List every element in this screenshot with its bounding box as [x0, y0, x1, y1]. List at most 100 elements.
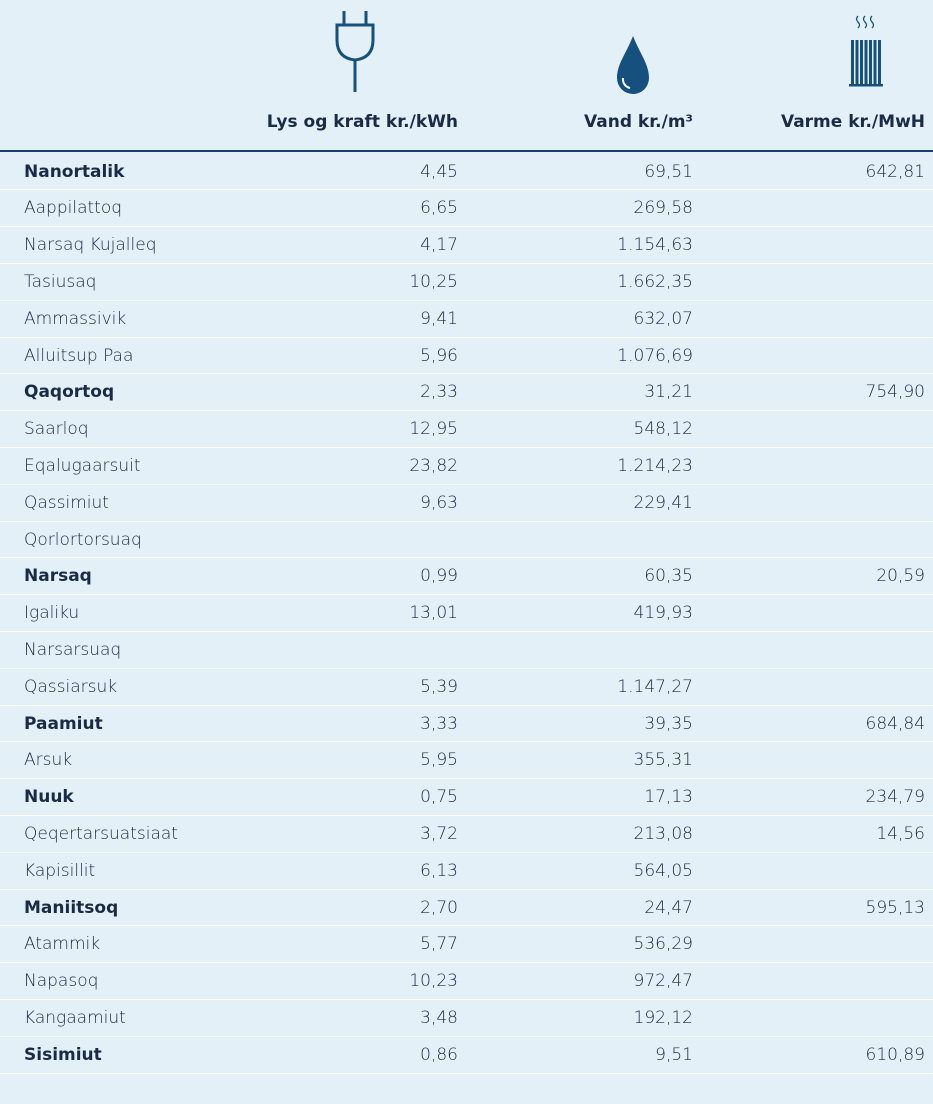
price-cell: 4,45: [420, 161, 458, 182]
place-name: Nanortalik: [24, 161, 125, 182]
table-row: Maniitsoq 2,70 24,47 595,13: [0, 890, 933, 927]
table-row: Qeqertarsuatsiaat 3,72 213,08 14,56: [0, 816, 933, 853]
header-rule: [0, 150, 933, 152]
table-row: Kangaamiut 3,48 192,12: [0, 1000, 933, 1037]
place-name: Qassimiut: [24, 492, 109, 513]
header-electricity: Lys og kraft kr./kWh: [266, 112, 458, 132]
price-cell: 6,65: [420, 198, 458, 219]
header-water: Vand kr./m³: [584, 112, 693, 132]
price-cell: 632,07: [633, 308, 693, 329]
price-cell: 3,33: [420, 713, 458, 734]
price-cell: 9,41: [420, 308, 458, 329]
price-cell: 1.214,23: [617, 456, 693, 476]
price-cell: 754,90: [865, 382, 925, 403]
price-cell: 69,51: [644, 161, 693, 182]
place-name: Tasiusaq: [24, 272, 97, 292]
table-row: Qorlortorsuaq: [0, 522, 933, 559]
price-cell: 355,31: [633, 750, 693, 771]
table-row: Narsaq Kujalleq 4,17 1.154,63: [0, 227, 933, 264]
place-name: Atammik: [24, 934, 101, 955]
price-cell: 229,41: [633, 492, 693, 513]
price-cell: 213,08: [633, 824, 693, 844]
price-cell: 20,59: [876, 566, 925, 587]
table-row: Napasoq 10,23 972,47: [0, 963, 933, 1000]
place-name: Arsuk: [24, 750, 73, 771]
table-row: Tasiusaq 10,25 1.662,35: [0, 264, 933, 301]
place-name: Sisimiut: [24, 1044, 102, 1065]
table-row: Kapisillit 6,13 564,05: [0, 853, 933, 890]
place-name: Narsarsuaq: [24, 640, 122, 660]
price-cell: 14,56: [876, 824, 925, 844]
price-cell: 31,21: [644, 382, 693, 403]
price-cell: 2,33: [420, 382, 458, 403]
place-name: Alluitsup Paa: [24, 345, 134, 366]
place-name: Paamiut: [24, 713, 103, 734]
table-row: Alluitsup Paa 5,96 1.076,69: [0, 338, 933, 375]
place-name: Eqalugaarsuit: [24, 456, 141, 476]
price-cell: 192,12: [633, 1008, 693, 1028]
price-cell: 1.147,27: [617, 676, 693, 697]
price-cell: 595,13: [865, 897, 925, 918]
table-row: Qaqortoq 2,33 31,21 754,90: [0, 374, 933, 412]
table-row: Qassiarsuk 5,39 1.147,27: [0, 669, 933, 706]
place-name: Qaqortoq: [24, 382, 115, 403]
table-row: Arsuk 5,95 355,31: [0, 742, 933, 780]
table-row: Igaliku 13,01 419,93: [0, 595, 933, 632]
price-cell: 13,01: [409, 603, 458, 624]
price-cell: 269,58: [633, 198, 693, 219]
header-heat: Varme kr./MwH: [780, 112, 925, 132]
price-cell: 0,99: [420, 566, 458, 587]
radiator-icon: [849, 15, 883, 87]
place-name: Qorlortorsuaq: [24, 529, 142, 550]
table-row: Qassimiut 9,63 229,41: [0, 485, 933, 522]
place-name: Maniitsoq: [24, 897, 119, 918]
table-row: Nuuk 0,75 17,13 234,79: [0, 779, 933, 816]
price-cell: 3,48: [420, 1008, 458, 1028]
price-cell: 5,95: [420, 750, 458, 771]
place-name: Narsaq Kujalleq: [24, 235, 157, 256]
table-row: Atammik 5,77 536,29: [0, 926, 933, 964]
price-cell: 23,82: [409, 456, 458, 476]
price-cell: 10,25: [409, 272, 458, 292]
price-cell: 1.076,69: [617, 345, 693, 366]
price-cell: 60,35: [644, 566, 693, 587]
price-cell: 548,12: [633, 419, 693, 440]
table-row: Nanortalik 4,45 69,51 642,81: [0, 154, 933, 191]
table-row: Eqalugaarsuit 23,82 1.214,23: [0, 448, 933, 485]
table-row: Narsarsuaq: [0, 632, 933, 669]
icons: [335, 11, 883, 94]
place-name: Aappilattoq: [24, 198, 123, 219]
price-cell: 419,93: [633, 603, 693, 624]
table-row: Narsaq 0,99 60,35 20,59: [0, 558, 933, 596]
place-name: Ammassivik: [24, 308, 127, 329]
price-cell: 684,84: [865, 713, 925, 734]
plug-icon: [335, 11, 375, 92]
price-cell: 0,75: [420, 787, 458, 808]
price-cell: 9,63: [420, 492, 458, 513]
place-name: Qeqertarsuatsiaat: [24, 824, 178, 844]
price-cell: 10,23: [409, 971, 458, 992]
place-name: Kangaamiut: [24, 1008, 126, 1028]
price-cell: 9,51: [655, 1044, 693, 1065]
price-cell: 972,47: [633, 971, 693, 992]
table-row: Ammassivik 9,41 632,07: [0, 301, 933, 338]
price-cell: 1.154,63: [617, 235, 693, 256]
place-name: Igaliku: [24, 603, 80, 624]
price-cell: 24,47: [644, 897, 693, 918]
drop-icon: [617, 36, 649, 94]
price-cell: 642,81: [865, 161, 925, 182]
place-name: Saarloq: [24, 419, 89, 440]
place-name: Kapisillit: [24, 860, 96, 881]
price-cell: 39,35: [644, 713, 693, 734]
table-row: Saarloq 12,95 548,12: [0, 411, 933, 448]
price-cell: 1.662,35: [617, 272, 693, 292]
price-cell: 234,79: [865, 787, 925, 808]
price-cell: 2,70: [420, 897, 458, 918]
place-name: Qassiarsuk: [24, 676, 118, 697]
price-cell: 12,95: [409, 419, 458, 440]
table-row: Sisimiut 0,86 9,51 610,89: [0, 1037, 933, 1074]
price-cell: 5,77: [420, 934, 458, 955]
place-name: Nuuk: [24, 787, 74, 808]
price-cell: 536,29: [633, 934, 693, 955]
